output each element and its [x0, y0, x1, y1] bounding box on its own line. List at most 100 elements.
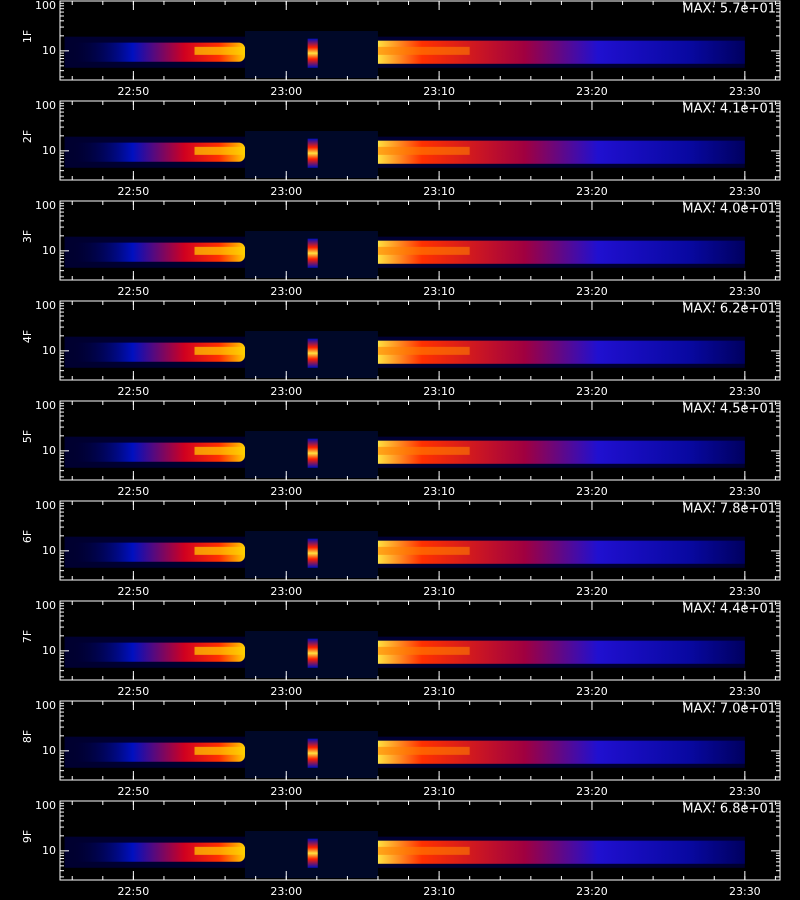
x-tick-label: 23:30 [729, 485, 761, 498]
panel: 22:50 23:00 23:10 23:20 23:30 10 100 5F MAX: 4.5… [21, 399, 781, 498]
x-tick-label: 23:20 [576, 485, 608, 498]
x-tick-label: 23:10 [423, 585, 455, 598]
spectrogram-image [64, 131, 745, 178]
spectrogram-image [64, 631, 745, 678]
max-label: MAX: 4.4e+01 [682, 602, 776, 617]
strip [307, 738, 318, 768]
spectrogram-image [64, 31, 745, 78]
y-axis-label: 3F [21, 230, 34, 243]
x-tick-label: 22:50 [118, 885, 150, 898]
x-tick-label: 23:00 [270, 785, 302, 798]
y-tick-label: 100 [35, 699, 56, 712]
y-tick-label: 10 [42, 44, 56, 57]
x-tick-label: 23:10 [423, 685, 455, 698]
x-tick-label: 23:10 [423, 185, 455, 198]
decay-core [377, 146, 470, 155]
x-tick-label: 23:10 [423, 785, 455, 798]
y-tick-label: 100 [35, 299, 56, 312]
panel: 22:50 23:00 23:10 23:20 23:30 10 100 9F MAX: 6.8… [21, 799, 781, 898]
y-axis-label: 6F [21, 530, 34, 543]
x-tick-label: 23:30 [729, 685, 761, 698]
x-tick-label: 23:00 [270, 285, 302, 298]
x-tick-label: 22:50 [118, 85, 150, 98]
x-tick-label: 22:50 [118, 685, 150, 698]
y-tick-label: 100 [35, 199, 56, 212]
x-tick-label: 23:30 [729, 785, 761, 798]
plot-frame [59, 800, 781, 881]
x-tick-label: 23:20 [576, 885, 608, 898]
panel: 22:50 23:00 23:10 23:20 23:30 10 100 7F MAX: 4.4… [21, 599, 781, 698]
x-tick-label: 23:00 [270, 85, 302, 98]
panel: 22:50 23:00 23:10 23:20 23:30 10 100 2F MAX: 4.1… [21, 99, 781, 198]
panel: 22:50 23:00 23:10 23:20 23:30 10 100 8F MAX: 7.0… [21, 699, 781, 798]
spectrogram-image [64, 231, 745, 278]
plot-frame [59, 400, 781, 481]
x-tick-label: 23:10 [423, 485, 455, 498]
x-tick-label: 23:20 [576, 785, 608, 798]
strip [307, 538, 318, 568]
decay [377, 440, 745, 464]
decay [377, 540, 745, 564]
decay [377, 140, 745, 164]
decay-core [377, 846, 470, 855]
decay [377, 640, 745, 664]
x-tick-label: 22:50 [118, 185, 150, 198]
spectrogram-image [64, 431, 745, 478]
x-tick-label: 22:50 [118, 585, 150, 598]
y-axis-label: 4F [21, 330, 34, 343]
panel: 22:50 23:00 23:10 23:20 23:30 10 100 6F MAX: 7.8… [21, 499, 781, 598]
y-axis-label: 7F [21, 630, 34, 643]
strip [307, 138, 318, 168]
x-tick-label: 23:00 [270, 385, 302, 398]
y-tick-label: 10 [42, 244, 56, 257]
y-axis-label: 2F [21, 130, 34, 143]
spectrogram-image [64, 831, 745, 878]
x-tick-label: 23:30 [729, 185, 761, 198]
y-tick-label: 100 [35, 499, 56, 512]
x-tick-label: 23:30 [729, 885, 761, 898]
x-tick-label: 23:10 [423, 85, 455, 98]
strip [307, 838, 318, 868]
decay [377, 740, 745, 764]
x-tick-label: 23:00 [270, 885, 302, 898]
max-label: MAX: 7.8e+01 [682, 502, 776, 517]
strip [307, 438, 318, 468]
max-label: MAX: 5.7e+01 [682, 2, 776, 17]
x-tick-label: 23:10 [423, 885, 455, 898]
strip [307, 238, 318, 268]
max-label: MAX: 6.8e+01 [682, 802, 776, 817]
max-label: MAX: 6.2e+01 [682, 302, 776, 317]
rise-core [194, 346, 245, 355]
plot-frame [59, 0, 781, 81]
x-tick-label: 23:00 [270, 185, 302, 198]
spectrogram-image [64, 331, 745, 378]
y-axis-label: 1F [21, 30, 34, 43]
plot-frame [59, 300, 781, 381]
y-tick-label: 10 [42, 644, 56, 657]
y-tick-label: 10 [42, 444, 56, 457]
y-tick-label: 100 [35, 399, 56, 412]
y-tick-label: 100 [35, 599, 56, 612]
x-tick-label: 23:30 [729, 285, 761, 298]
y-tick-label: 10 [42, 544, 56, 557]
max-label: MAX: 7.0e+01 [682, 702, 776, 717]
spectrogram-image [64, 731, 745, 778]
plot-frame [59, 100, 781, 181]
decay-core [377, 546, 470, 555]
x-tick-label: 23:20 [576, 385, 608, 398]
x-tick-label: 22:50 [118, 485, 150, 498]
decay-core [377, 746, 470, 755]
x-tick-label: 23:00 [270, 585, 302, 598]
y-tick-label: 10 [42, 344, 56, 357]
y-tick-label: 10 [42, 144, 56, 157]
y-axis-label: 5F [21, 430, 34, 443]
rise-core [194, 546, 245, 555]
plot-frame [59, 600, 781, 681]
plot-frame [59, 700, 781, 781]
strip [307, 38, 318, 68]
x-tick-label: 23:10 [423, 285, 455, 298]
y-tick-label: 10 [42, 844, 56, 857]
rise-core [194, 146, 245, 155]
decay [377, 40, 745, 64]
